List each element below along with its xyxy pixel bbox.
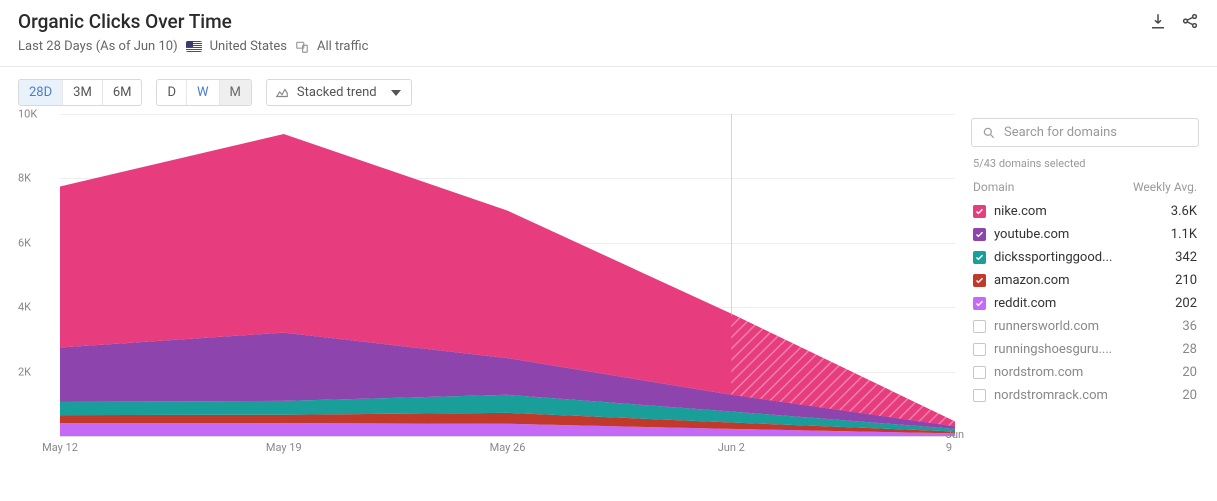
domain-name: runnersworld.com — [994, 319, 1174, 334]
flag-us-icon — [186, 41, 202, 52]
domain-avg-value: 20 — [1182, 365, 1197, 380]
domain-avg-value: 342 — [1175, 250, 1197, 265]
header-actions — [1149, 12, 1199, 30]
checkbox-unchecked-icon[interactable] — [973, 389, 986, 402]
header: Organic Clicks Over Time Last 28 Days (A… — [0, 0, 1217, 67]
domain-rows: nike.com 3.6K youtube.com 1.1K dickssporting… — [971, 200, 1199, 407]
time-range-btn-28d[interactable]: 28D — [19, 80, 63, 105]
y-axis-label: 10K — [18, 108, 37, 121]
search-icon — [982, 126, 996, 140]
domain-name: nordstromrack.com — [994, 388, 1174, 403]
area-chart-icon — [275, 86, 289, 100]
date-range: Last 28 Days (As of Jun 10) — [18, 39, 178, 54]
checkbox-checked-icon[interactable] — [973, 251, 986, 264]
domain-name: nordstrom.com — [994, 365, 1174, 380]
domain-row[interactable]: nike.com 3.6K — [971, 200, 1199, 223]
domain-search-input[interactable]: Search for domains — [971, 118, 1199, 147]
domain-name: dickssportinggood... — [994, 250, 1167, 265]
time-range-btn-6m[interactable]: 6M — [103, 80, 142, 105]
domain-avg-value: 28 — [1182, 342, 1197, 357]
granularity-btn-m[interactable]: M — [220, 80, 251, 105]
domain-row[interactable]: reddit.com 202 — [971, 292, 1199, 315]
chevron-down-icon — [391, 90, 401, 96]
x-axis-label: Jun 2 — [718, 441, 745, 454]
stacked-area-svg — [60, 114, 955, 436]
granularity-btn-d[interactable]: D — [157, 80, 187, 105]
x-axis-label: May 26 — [490, 441, 526, 454]
x-axis-label: May 12 — [42, 441, 78, 454]
domain-avg-value: 36 — [1182, 319, 1197, 334]
domain-name: amazon.com — [994, 273, 1167, 288]
granularity-group: DWM — [156, 79, 251, 106]
page-title: Organic Clicks Over Time — [18, 10, 1199, 33]
subtitle-row: Last 28 Days (As of Jun 10) United State… — [18, 39, 1199, 54]
plot-area — [60, 114, 955, 436]
y-axis-label: 8K — [18, 172, 31, 185]
selected-count: 5/43 domains selected — [973, 157, 1199, 170]
checkbox-unchecked-icon[interactable] — [973, 343, 986, 356]
checkbox-unchecked-icon[interactable] — [973, 320, 986, 333]
domain-table-header: Domain Weekly Avg. — [971, 180, 1199, 200]
domain-avg-value: 210 — [1175, 273, 1197, 288]
search-placeholder: Search for domains — [1004, 125, 1117, 140]
domain-name: youtube.com — [994, 227, 1163, 242]
controls-row: 28D3M6M DWM Stacked trend — [0, 67, 1217, 106]
domain-row[interactable]: nordstrom.com 20 — [971, 361, 1199, 384]
domain-row[interactable]: dickssportinggood... 342 — [971, 246, 1199, 269]
time-range-group: 28D3M6M — [18, 79, 142, 106]
checkbox-checked-icon[interactable] — [973, 228, 986, 241]
chart-area: similarweb 10K8K6K4K2KMay 12May 19May 26… — [18, 114, 955, 454]
trend-mode-dropdown[interactable]: Stacked trend — [266, 79, 412, 106]
domain-name: runningshoesguru.... — [994, 342, 1174, 357]
y-axis-label: 6K — [18, 236, 31, 249]
domain-avg-value: 202 — [1175, 296, 1197, 311]
domain-panel: Search for domains 5/43 domains selected… — [971, 114, 1199, 454]
domain-avg-value: 1.1K — [1171, 227, 1197, 242]
domain-avg-value: 3.6K — [1171, 204, 1197, 219]
share-icon[interactable] — [1181, 12, 1199, 30]
domain-row[interactable]: runningshoesguru.... 28 — [971, 338, 1199, 361]
download-icon[interactable] — [1149, 12, 1167, 30]
checkbox-checked-icon[interactable] — [973, 297, 986, 310]
domain-row[interactable]: runnersworld.com 36 — [971, 315, 1199, 338]
x-axis-label: Jun 9 — [946, 428, 964, 454]
domain-row[interactable]: nordstromrack.com 20 — [971, 384, 1199, 407]
x-axis-label: May 19 — [266, 441, 302, 454]
domain-avg-value: 20 — [1182, 388, 1197, 403]
x-axis-line — [60, 436, 955, 437]
domain-name: nike.com — [994, 204, 1163, 219]
granularity-btn-w[interactable]: W — [187, 80, 220, 105]
col-avg: Weekly Avg. — [1133, 180, 1197, 194]
domain-name: reddit.com — [994, 296, 1167, 311]
checkbox-unchecked-icon[interactable] — [973, 366, 986, 379]
y-axis-label: 4K — [18, 301, 31, 314]
traffic-filter-label: All traffic — [317, 39, 368, 54]
main: similarweb 10K8K6K4K2KMay 12May 19May 26… — [0, 106, 1217, 454]
domain-row[interactable]: youtube.com 1.1K — [971, 223, 1199, 246]
trend-mode-label: Stacked trend — [297, 85, 377, 100]
time-range-btn-3m[interactable]: 3M — [63, 80, 103, 105]
domain-row[interactable]: amazon.com 210 — [971, 269, 1199, 292]
country-label: United States — [210, 39, 287, 54]
y-axis-label: 2K — [18, 365, 31, 378]
checkbox-checked-icon[interactable] — [973, 274, 986, 287]
col-domain: Domain — [973, 180, 1014, 194]
checkbox-checked-icon[interactable] — [973, 205, 986, 218]
device-filter-icon — [295, 40, 309, 54]
